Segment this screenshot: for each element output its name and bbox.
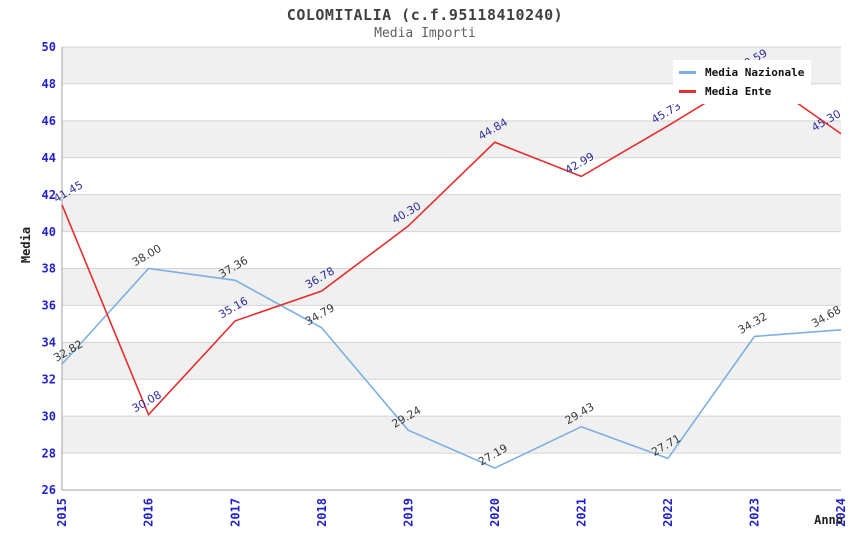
svg-text:42: 42: [42, 188, 56, 202]
svg-text:32: 32: [42, 372, 56, 386]
svg-text:2023: 2023: [748, 498, 762, 527]
svg-text:2017: 2017: [228, 498, 242, 527]
legend-item: Media Ente: [679, 82, 811, 101]
series-line-swatch-icon: [679, 90, 696, 93]
chart-subtitle: Media Importi: [374, 26, 476, 41]
svg-text:40: 40: [42, 225, 56, 239]
svg-text:38.00: 38.00: [130, 242, 164, 269]
svg-text:2020: 2020: [488, 498, 502, 527]
svg-text:2016: 2016: [142, 498, 156, 527]
svg-text:34.68: 34.68: [809, 303, 843, 330]
svg-text:30: 30: [42, 409, 56, 423]
svg-text:2022: 2022: [661, 498, 675, 527]
svg-text:26: 26: [42, 483, 56, 497]
svg-text:34.32: 34.32: [736, 310, 770, 337]
svg-text:36: 36: [42, 299, 56, 313]
svg-text:2015: 2015: [55, 498, 69, 527]
svg-text:28: 28: [42, 446, 56, 460]
svg-text:46: 46: [42, 114, 56, 128]
legend-label: Media Ente: [705, 85, 772, 98]
svg-text:2021: 2021: [575, 498, 589, 527]
svg-text:34: 34: [42, 336, 56, 350]
svg-text:48: 48: [42, 77, 56, 91]
svg-text:2018: 2018: [315, 498, 329, 527]
svg-text:2019: 2019: [401, 498, 415, 527]
svg-text:44: 44: [42, 151, 56, 165]
legend-label: Media Nazionale: [705, 66, 805, 79]
svg-text:38: 38: [42, 262, 56, 276]
svg-text:2024: 2024: [834, 498, 848, 527]
svg-text:50: 50: [42, 40, 56, 54]
x-axis-title: Anno: [814, 513, 843, 527]
legend-item: Media Nazionale: [679, 63, 811, 82]
chart-title: COLOMITALIA (c.f.95118410240): [286, 6, 564, 24]
legend: Media Nazionale Media Ente: [673, 60, 811, 104]
y-axis-title: Media: [19, 226, 33, 264]
series-line-swatch-icon: [679, 71, 696, 74]
